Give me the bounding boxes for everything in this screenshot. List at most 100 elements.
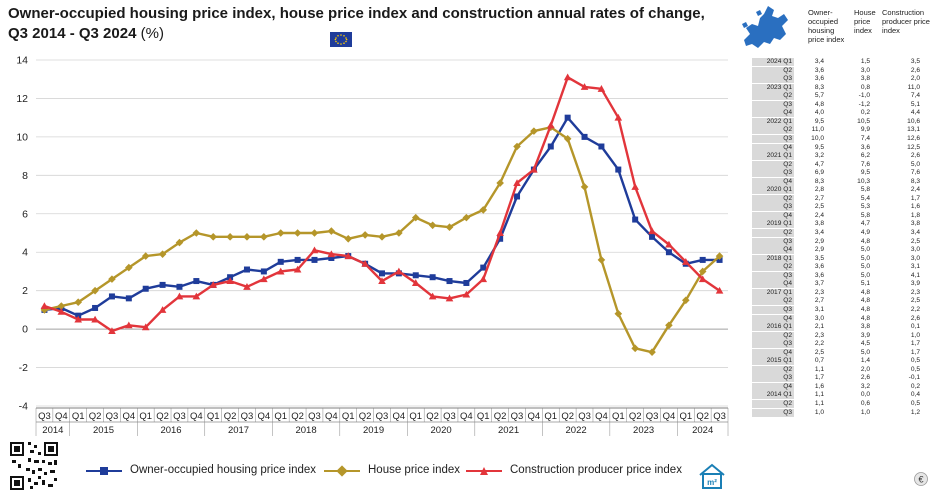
side-row-label: 2017 Q1 — [752, 288, 794, 297]
data-point — [293, 229, 302, 237]
side-value-house: 0,0 — [860, 391, 870, 399]
side-row-label: Q2 — [752, 297, 794, 306]
side-value-owner: 2,8 — [814, 186, 824, 194]
data-point — [631, 344, 639, 353]
x-tick-label: Q2 — [89, 411, 102, 422]
side-table-row: Q4 3,0 4,8 2,6 — [752, 314, 924, 323]
data-point — [378, 233, 386, 241]
side-value-owner: 9,5 — [814, 117, 824, 125]
x-year-label: 2017 — [228, 425, 249, 436]
side-value-construction: 11,0 — [907, 83, 920, 91]
data-point — [226, 277, 234, 285]
side-value-construction: 3,9 — [910, 280, 920, 288]
side-table-row: Q3 3,1 4,8 2,2 — [752, 305, 924, 314]
data-point — [412, 272, 419, 279]
side-value-house: 5,4 — [860, 194, 870, 202]
y-tick-label: 14 — [16, 55, 28, 67]
side-value-house: 4,8 — [860, 297, 870, 305]
m2-housing-icon: m² — [699, 463, 725, 489]
data-point — [141, 323, 150, 331]
side-value-construction: 3,0 — [910, 246, 920, 254]
side-table-row: 2015 Q1 0,7 1,4 0,5 — [752, 357, 924, 366]
data-point — [715, 252, 724, 260]
x-tick-label: Q3 — [646, 411, 659, 422]
data-point — [563, 73, 572, 81]
side-value-house: -1,0 — [858, 92, 870, 100]
side-table-row: Q2 3,6 3,0 2,6 — [752, 66, 924, 75]
side-value-construction: 3,8 — [910, 220, 920, 228]
side-row-label: Q4 — [752, 246, 794, 255]
side-value-house: 7,6 — [860, 160, 870, 168]
euro-icon: € — [914, 472, 928, 486]
data-point — [74, 315, 82, 323]
data-point — [125, 263, 133, 272]
side-table-row: Q4 2,9 5,0 3,0 — [752, 246, 924, 255]
data-point — [597, 256, 606, 264]
side-value-construction: 0,1 — [910, 323, 920, 331]
side-value-owner: 1,1 — [814, 365, 824, 373]
data-point — [293, 265, 302, 273]
side-row-label: Q4 — [752, 280, 794, 289]
data-point — [513, 179, 521, 187]
side-value-house: 9,9 — [860, 126, 870, 134]
x-tick-label: Q4 — [258, 411, 271, 422]
data-point — [158, 306, 167, 313]
side-table-row: Q4 9,5 3,6 12,5 — [752, 143, 924, 152]
side-row-label: Q2 — [752, 92, 794, 101]
side-table-row: Q3 2,9 4,8 2,5 — [752, 237, 924, 246]
side-value-construction: 3,4 — [910, 229, 920, 236]
side-row-label: Q3 — [752, 75, 794, 84]
data-point — [581, 133, 588, 140]
x-year-label: 2022 — [566, 425, 587, 436]
side-table-row: Q2 3,4 4,9 3,4 — [752, 229, 924, 237]
side-value-owner: 2,5 — [814, 348, 824, 356]
data-point — [125, 321, 133, 329]
side-value-owner: 5,7 — [814, 92, 824, 100]
side-value-owner: 3,1 — [814, 305, 824, 313]
data-point — [428, 292, 437, 300]
data-point — [91, 315, 99, 323]
side-value-house: 1,0 — [860, 408, 870, 416]
x-tick-label: Q2 — [359, 411, 372, 422]
side-row-label: Q3 — [752, 408, 794, 417]
x-tick-label: Q4 — [122, 411, 135, 422]
data-point — [648, 227, 656, 235]
side-value-construction: 0,2 — [910, 382, 920, 390]
side-row-label: Q3 — [752, 305, 794, 314]
side-value-construction: 2,4 — [910, 186, 920, 194]
side-value-owner: 4,8 — [814, 100, 824, 108]
x-tick-label: Q1 — [274, 411, 287, 422]
data-point — [260, 233, 268, 241]
side-table-row: Q4 4,0 0,2 4,4 — [752, 109, 924, 118]
x-tick-label: Q3 — [376, 411, 389, 422]
side-value-house: 5,3 — [860, 203, 870, 211]
y-tick-label: 12 — [16, 93, 28, 105]
x-tick-label: Q2 — [629, 411, 642, 422]
data-point — [276, 229, 285, 237]
x-tick-label: Q3 — [106, 411, 119, 422]
side-value-construction: 2,0 — [910, 75, 920, 83]
x-year-label: 2023 — [633, 425, 654, 436]
side-table-row: Q3 3,6 5,0 4,1 — [752, 271, 924, 280]
data-point — [379, 270, 385, 277]
side-value-owner: 3,6 — [814, 75, 824, 83]
side-value-construction: 5,0 — [910, 160, 920, 168]
data-point — [141, 252, 150, 260]
data-point — [395, 229, 403, 237]
legend-label-house: House price index — [368, 464, 461, 476]
x-tick-label: Q3 — [173, 411, 186, 422]
side-value-owner: 3,6 — [814, 263, 824, 271]
data-point — [175, 238, 184, 247]
y-tick-label: 0 — [22, 324, 28, 336]
data-point — [463, 279, 470, 286]
side-value-owner: 2,2 — [814, 340, 824, 348]
data-point — [310, 229, 319, 237]
side-value-house: 7,4 — [860, 134, 870, 142]
side-row-label: Q2 — [752, 331, 794, 340]
x-year-label: 2014 — [42, 425, 63, 436]
side-row-label: 2015 Q1 — [752, 357, 794, 366]
side-row-label: Q4 — [752, 109, 794, 118]
side-value-house: 5,8 — [860, 211, 870, 219]
side-header-construction: Construction producer price index — [882, 8, 930, 35]
